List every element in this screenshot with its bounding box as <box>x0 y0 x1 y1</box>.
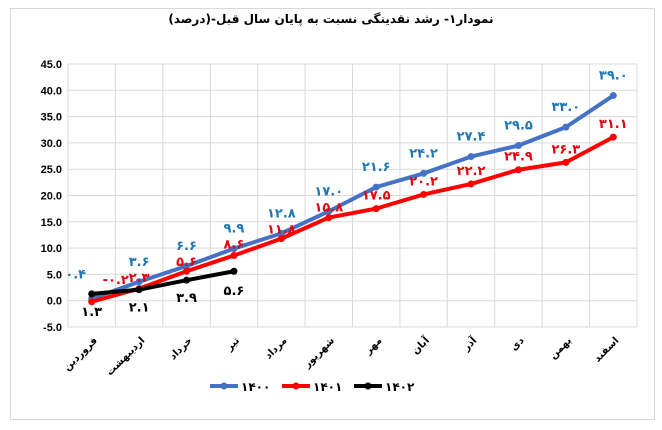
data-label: ۵.۶ <box>176 255 197 270</box>
data-label: ۳۹.۰ <box>599 69 628 84</box>
y-tick-label: -5.0 <box>43 322 62 334</box>
data-point <box>88 298 96 306</box>
y-tick-label: 15.0 <box>41 217 62 229</box>
y-tick-label: 30.0 <box>41 138 62 150</box>
x-tick-label: تیر <box>224 335 243 354</box>
y-tick-label: 45.0 <box>41 59 62 71</box>
data-label: ۳.۶ <box>129 255 150 270</box>
data-point <box>514 142 522 150</box>
data-label: ۶.۶ <box>176 239 197 254</box>
y-tick-label: 10.0 <box>41 243 62 255</box>
data-point <box>609 92 617 100</box>
x-tick-label: مهر <box>362 335 384 357</box>
data-point <box>183 267 191 275</box>
data-label: ۲۴.۹ <box>504 150 533 165</box>
chart-title: نمودار۱- رشد نقدینگی نسبت به پایان سال ق… <box>168 12 494 26</box>
data-label: ۱۷.۰ <box>314 184 343 199</box>
data-label: ۲۴.۲ <box>409 146 438 161</box>
data-label: ۳۳.۰ <box>552 100 581 115</box>
y-tick-label: 25.0 <box>41 164 62 176</box>
x-tick-label: اردیبهشت <box>104 335 147 378</box>
data-point <box>325 207 333 215</box>
series-line-0 <box>91 93 615 301</box>
data-label: ۲۹.۵ <box>504 119 533 134</box>
x-tick-label: مرداد <box>263 335 289 361</box>
legend-label: ۱۴۰۰ <box>241 380 270 394</box>
data-point <box>88 290 96 298</box>
data-label: ۱۵.۸ <box>314 200 343 215</box>
data-point <box>609 133 617 141</box>
data-point <box>230 245 238 253</box>
data-label: ۲۷.۴ <box>457 130 486 145</box>
data-label: ۸.۶ <box>224 238 245 253</box>
data-point <box>372 205 380 213</box>
y-tick-label: 5.0 <box>47 269 62 281</box>
series-line-2 <box>91 269 235 296</box>
data-point <box>562 158 570 166</box>
y-tick-label: 0.0 <box>47 296 62 308</box>
data-point <box>467 153 475 161</box>
series-line-1 <box>91 135 615 304</box>
data-label: ۰.۴ <box>65 268 86 283</box>
y-tick-label: 40.0 <box>41 85 62 97</box>
legend-label: ۱۴۰۲ <box>385 380 415 394</box>
legend-marker <box>220 382 228 390</box>
data-point <box>183 262 191 270</box>
x-tick-label: شهریور <box>301 335 337 371</box>
data-label: ۲۱.۶ <box>362 160 391 175</box>
chart-frame <box>10 8 655 420</box>
data-label: ۲.۱ <box>129 301 150 316</box>
x-tick-label: خرداد <box>168 335 195 362</box>
legend-marker <box>364 382 372 390</box>
data-label: ۱۱.۸ <box>267 222 296 237</box>
data-point <box>325 214 333 222</box>
data-label: ۲۲.۲ <box>457 164 486 179</box>
data-point <box>230 267 238 275</box>
data-label: ۵.۶ <box>224 284 245 299</box>
data-point <box>562 123 570 131</box>
data-label: ۱۲.۸ <box>267 206 296 221</box>
legend-label: ۱۴۰۱ <box>313 380 342 394</box>
data-point <box>420 169 428 177</box>
data-point <box>135 278 143 286</box>
data-point <box>135 286 143 294</box>
x-tick-label: دی <box>509 335 527 353</box>
data-label: ۳.۹ <box>176 291 197 306</box>
y-tick-label: 20.0 <box>41 191 62 203</box>
x-tick-label: اسفند <box>592 335 621 364</box>
data-label: -۰.۲ <box>103 273 129 288</box>
data-point <box>230 251 238 259</box>
y-tick-label: 35.0 <box>41 112 62 124</box>
data-label: ۹.۹ <box>224 222 245 237</box>
data-point <box>183 276 191 284</box>
data-label: ۱۷.۵ <box>362 189 391 204</box>
data-label: ۳۱.۱ <box>599 117 628 132</box>
x-tick-label: آبان <box>409 334 432 357</box>
data-label: ۲.۳ <box>129 271 150 286</box>
x-tick-label: فروردین <box>62 335 100 373</box>
x-tick-label: بهمن <box>548 335 574 361</box>
data-label: ۲۶.۳ <box>552 142 581 157</box>
data-point <box>467 180 475 188</box>
data-point <box>277 235 285 243</box>
data-point <box>420 190 428 198</box>
data-point <box>372 183 380 191</box>
data-label: ۱.۳ <box>81 305 102 320</box>
legend-marker <box>292 382 300 390</box>
data-point <box>277 229 285 237</box>
x-tick-label: آذر <box>459 334 479 354</box>
data-point <box>514 166 522 174</box>
data-label: ۲۰.۲ <box>409 174 438 189</box>
